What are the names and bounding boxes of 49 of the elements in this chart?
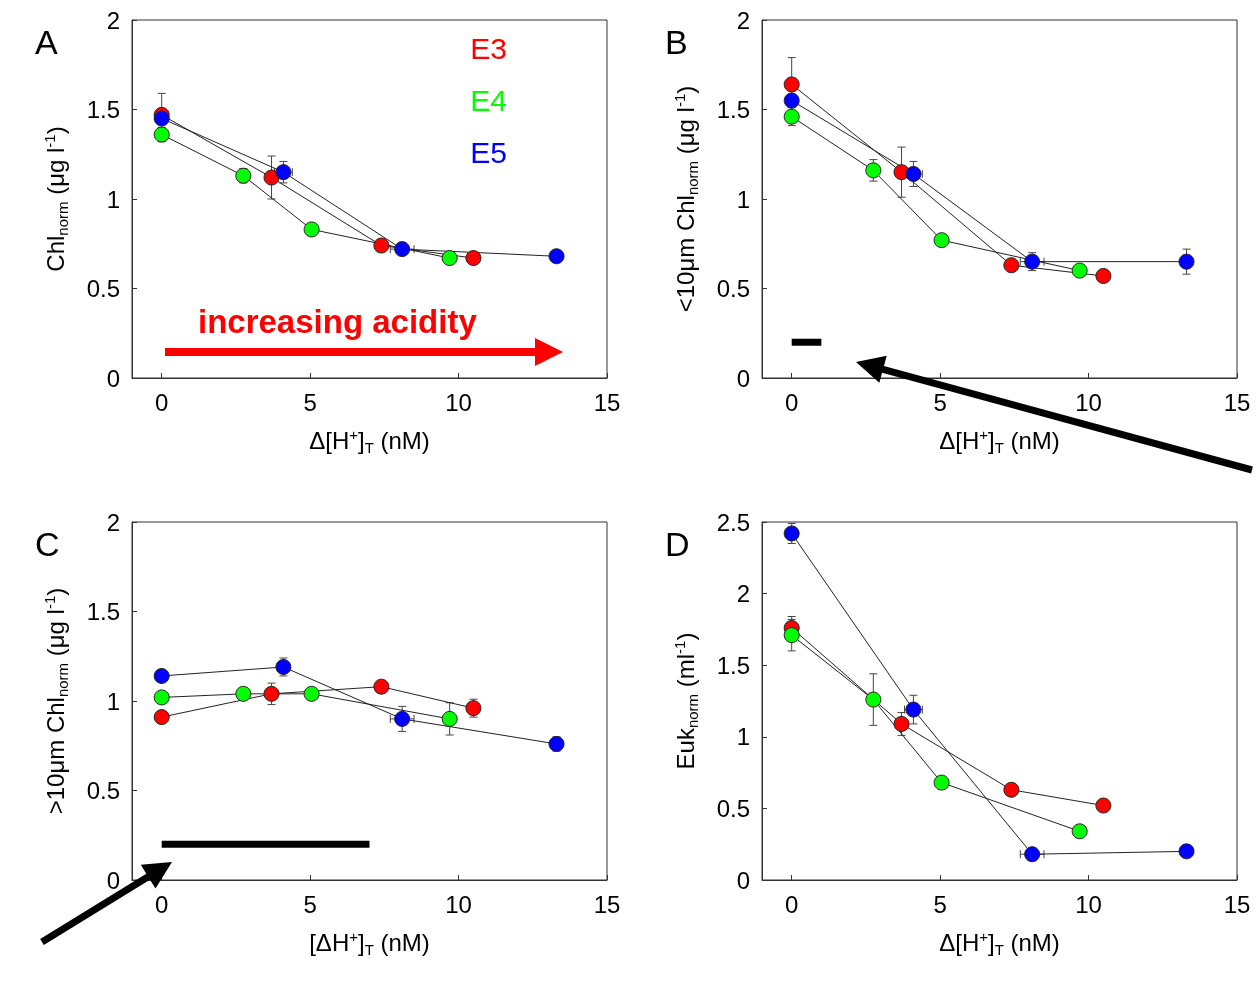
y-tick-label: 1: [736, 723, 750, 751]
chart-title: A: [35, 23, 58, 61]
x-tick-label: 5: [303, 890, 317, 918]
y-tick-label: 0.5: [716, 794, 750, 822]
x-tick-label: 10: [445, 388, 472, 416]
text: E5: [470, 135, 508, 169]
x-tick-label: 15: [593, 388, 621, 416]
y-axis-title: >10μm Chlnorm (μg l-1): [41, 587, 71, 815]
x-tick-label: 0: [785, 890, 799, 918]
y-tick-label: 0: [736, 866, 750, 894]
y-axis-title: <10μm Chlnorm (μg l-1): [671, 85, 701, 313]
y-tick-label: 2: [736, 6, 750, 34]
y-tick-label: 0: [736, 364, 750, 392]
y-tick-label: 2: [106, 508, 120, 536]
y-tick-label: 0.5: [86, 275, 120, 302]
text: E3: [470, 31, 508, 65]
y-tick-label: 1: [736, 185, 750, 213]
y-tick-label: 1.5: [716, 96, 750, 123]
chart-title: D: [665, 525, 690, 563]
y-tick-label: 2: [106, 6, 120, 34]
x-tick-label: 15: [593, 890, 621, 918]
y-axis-title: Chlnorm (μg l-1): [41, 126, 71, 272]
y-tick-label: 0: [106, 364, 120, 392]
y-axis-title: Euknorm (ml-1): [671, 632, 701, 770]
text: E4: [470, 83, 508, 117]
y-tick-label: 1.5: [716, 651, 750, 679]
x-tick-label: 10: [1075, 388, 1102, 416]
x-tick-label: 5: [933, 890, 947, 918]
y-tick-label: 0: [106, 866, 120, 894]
y-tick-label: 0.5: [86, 777, 120, 804]
x-tick-label: 5: [303, 388, 317, 416]
x-tick-label: 0: [155, 388, 169, 416]
chart-title: B: [665, 23, 688, 61]
x-tick-label: 5: [933, 388, 947, 416]
y-tick-label: 1.5: [86, 96, 120, 123]
x-tick-label: 10: [445, 890, 472, 918]
annotation: increasing acidity: [198, 303, 478, 340]
y-tick-label: 0.5: [716, 275, 750, 302]
y-tick-label: 1: [106, 687, 120, 715]
y-tick-label: 2.5: [716, 508, 750, 536]
y-tick-label: 1.5: [86, 598, 120, 625]
y-tick-label: 2: [736, 580, 750, 608]
x-tick-label: 10: [1075, 890, 1102, 918]
chart-title: C: [35, 525, 60, 563]
y-tick-label: 1: [106, 185, 120, 213]
x-tick-label: 15: [1223, 890, 1251, 918]
x-tick-label: 15: [1223, 388, 1251, 416]
x-tick-label: 0: [155, 890, 169, 918]
x-tick-label: 0: [785, 388, 799, 416]
